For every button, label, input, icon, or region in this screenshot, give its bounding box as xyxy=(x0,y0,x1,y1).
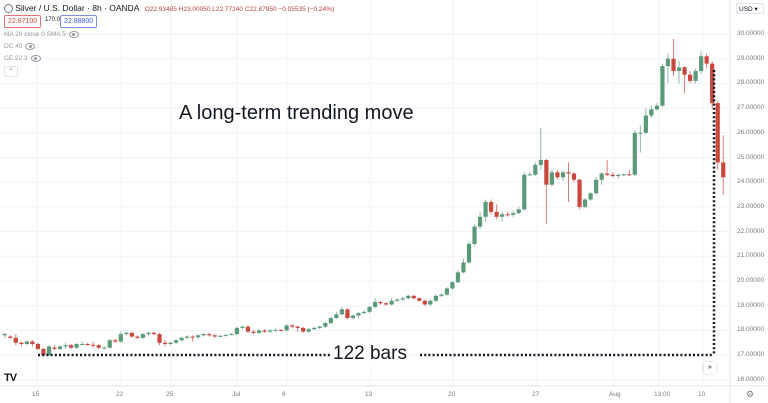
price-tick: 25.00000 xyxy=(737,153,765,161)
ohlc-values: O22.93485 H23.00050 L22.77240 C22.87950 … xyxy=(144,6,335,13)
tradingview-logo[interactable]: TV xyxy=(4,372,17,384)
time-tick: 13:00 xyxy=(654,391,671,398)
time-tick: 15 xyxy=(32,391,40,398)
price-tick: 24.00000 xyxy=(737,178,765,186)
time-tick: 20 xyxy=(448,391,456,398)
indicator-ce[interactable]: CE 22 3 xyxy=(4,55,41,62)
ask-price[interactable]: 22.88800 xyxy=(60,15,98,28)
time-tick: 27 xyxy=(532,391,540,398)
annotation-headline: A long-term trending move xyxy=(179,102,414,124)
price-tick: 29.00000 xyxy=(737,54,765,62)
eye-icon[interactable] xyxy=(68,31,79,38)
indicator-dc[interactable]: DC 40 xyxy=(4,43,36,50)
spread-value: 170.0 xyxy=(42,15,64,26)
time-tick: 25 xyxy=(166,391,174,398)
annotation-bar-count: 122 bars xyxy=(331,343,409,365)
time-tick: 10 xyxy=(698,391,706,398)
bid-price[interactable]: 22.87100 xyxy=(4,15,42,28)
price-tick: 30.00000 xyxy=(737,30,765,37)
price-tick: 23.00000 xyxy=(737,202,765,210)
price-tick: 19.00000 xyxy=(737,301,765,309)
price-tick: 27.00000 xyxy=(737,104,765,112)
symbol-icon xyxy=(4,4,13,14)
price-tick: 20.00000 xyxy=(737,277,765,284)
time-tick: Jul xyxy=(232,391,241,398)
eye-icon[interactable] xyxy=(25,43,36,50)
currency-selector[interactable]: USD ▾ xyxy=(736,3,764,14)
symbol-title[interactable]: Silver / U.S. Dollar · 8h · OANDA xyxy=(15,3,140,13)
price-tick: 18.00000 xyxy=(737,326,765,334)
time-tick: Aug xyxy=(609,391,621,398)
scroll-to-latest-button[interactable]: » xyxy=(704,362,716,374)
price-tick: 26.00000 xyxy=(737,128,765,136)
chart-legend: Silver / U.S. Dollar · 8h · OANDA O22.93… xyxy=(4,3,335,14)
settings-icon[interactable]: ⚙ xyxy=(746,389,755,399)
eye-icon[interactable] xyxy=(30,55,41,62)
indicator-ma[interactable]: MA 20 close 0 SMA 5 xyxy=(4,31,79,38)
price-tick: 17.00000 xyxy=(737,351,765,359)
price-tick: 22.00000 xyxy=(737,227,765,235)
collapse-indicators-button[interactable]: ^ xyxy=(4,66,18,77)
time-tick: 6 xyxy=(282,391,286,398)
time-tick: 22 xyxy=(116,391,124,398)
price-tick: 16.00000 xyxy=(737,375,765,383)
time-tick: 13 xyxy=(365,391,373,398)
price-tick: 21.00000 xyxy=(737,252,765,260)
price-tick: 28.00000 xyxy=(737,79,765,87)
